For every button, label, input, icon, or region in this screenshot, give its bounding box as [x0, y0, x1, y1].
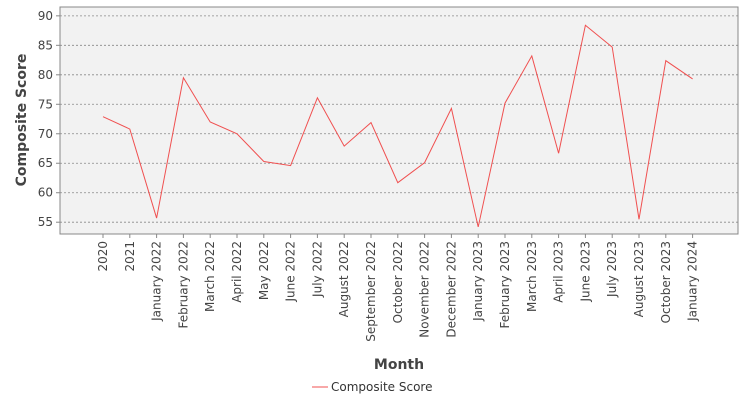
data-point — [209, 120, 212, 123]
data-point — [530, 54, 533, 57]
x-tick-label: December 2022 — [444, 241, 458, 338]
data-point — [504, 102, 507, 105]
plot-area — [59, 6, 739, 235]
y-tick-label: 90 — [38, 9, 53, 23]
x-tick-label: August 2023 — [632, 241, 646, 317]
x-tick-label: February 2022 — [176, 241, 190, 329]
data-point — [289, 164, 292, 167]
data-point — [423, 161, 426, 164]
x-tick-label: November 2022 — [418, 241, 432, 338]
x-tick-label: July 2023 — [605, 241, 619, 298]
x-tick-label: July 2022 — [310, 241, 324, 298]
x-axis: 2020 2021 January 2022 February 2022 March 2… — [60, 233, 738, 342]
y-tick-label: 60 — [38, 186, 53, 200]
data-point — [664, 59, 667, 62]
x-tick-label: March 2022 — [203, 241, 217, 312]
data-point — [343, 145, 346, 148]
series-line — [102, 24, 693, 228]
data-point — [396, 181, 399, 184]
data-point — [316, 96, 319, 99]
x-tick-label: April 2023 — [552, 241, 566, 303]
data-point — [691, 77, 694, 80]
x-tick-label: October 2022 — [391, 241, 405, 323]
data-point — [557, 152, 560, 155]
y-tick-label: 85 — [38, 38, 53, 52]
y-axis-title: Composite Score — [14, 54, 30, 187]
series-layer — [102, 24, 694, 228]
x-tick-label: August 2022 — [337, 241, 351, 317]
x-tick-label: October 2023 — [659, 241, 673, 323]
data-point — [638, 218, 641, 221]
x-tick-label: May 2022 — [257, 241, 271, 300]
data-point — [262, 160, 265, 163]
x-tick-label: 2021 — [123, 241, 137, 272]
x-tick-label: January 2022 — [150, 241, 164, 322]
data-point — [102, 115, 105, 118]
x-tick-label: March 2023 — [525, 241, 539, 312]
x-tick-label: September 2022 — [364, 241, 378, 342]
x-tick-label: January 2023 — [471, 241, 485, 322]
y-tick-label: 70 — [38, 127, 53, 141]
x-tick-label: February 2023 — [498, 241, 512, 329]
data-point — [611, 46, 614, 49]
data-point — [128, 128, 131, 131]
x-axis-title: Month — [374, 357, 424, 373]
y-axis: 55 60 65 70 75 80 85 90 — [38, 7, 61, 234]
legend: Composite Score — [312, 380, 432, 394]
y-tick-label: 80 — [38, 68, 53, 82]
legend-label: Composite Score — [331, 380, 432, 394]
x-tick-label: June 2023 — [578, 241, 592, 303]
y-tick-label: 75 — [38, 97, 53, 111]
x-tick-label: April 2022 — [230, 241, 244, 303]
x-tick-label: January 2024 — [686, 241, 700, 322]
y-tick-label: 65 — [38, 156, 53, 170]
x-tick-label: 2020 — [96, 241, 110, 272]
data-point — [155, 217, 158, 220]
data-point — [584, 24, 587, 27]
x-tick-label: June 2022 — [284, 241, 298, 303]
data-point — [182, 76, 185, 79]
data-point — [370, 121, 373, 124]
data-point — [236, 132, 239, 135]
data-point — [450, 107, 453, 110]
y-tick-label: 55 — [38, 215, 53, 229]
data-point — [477, 225, 480, 228]
